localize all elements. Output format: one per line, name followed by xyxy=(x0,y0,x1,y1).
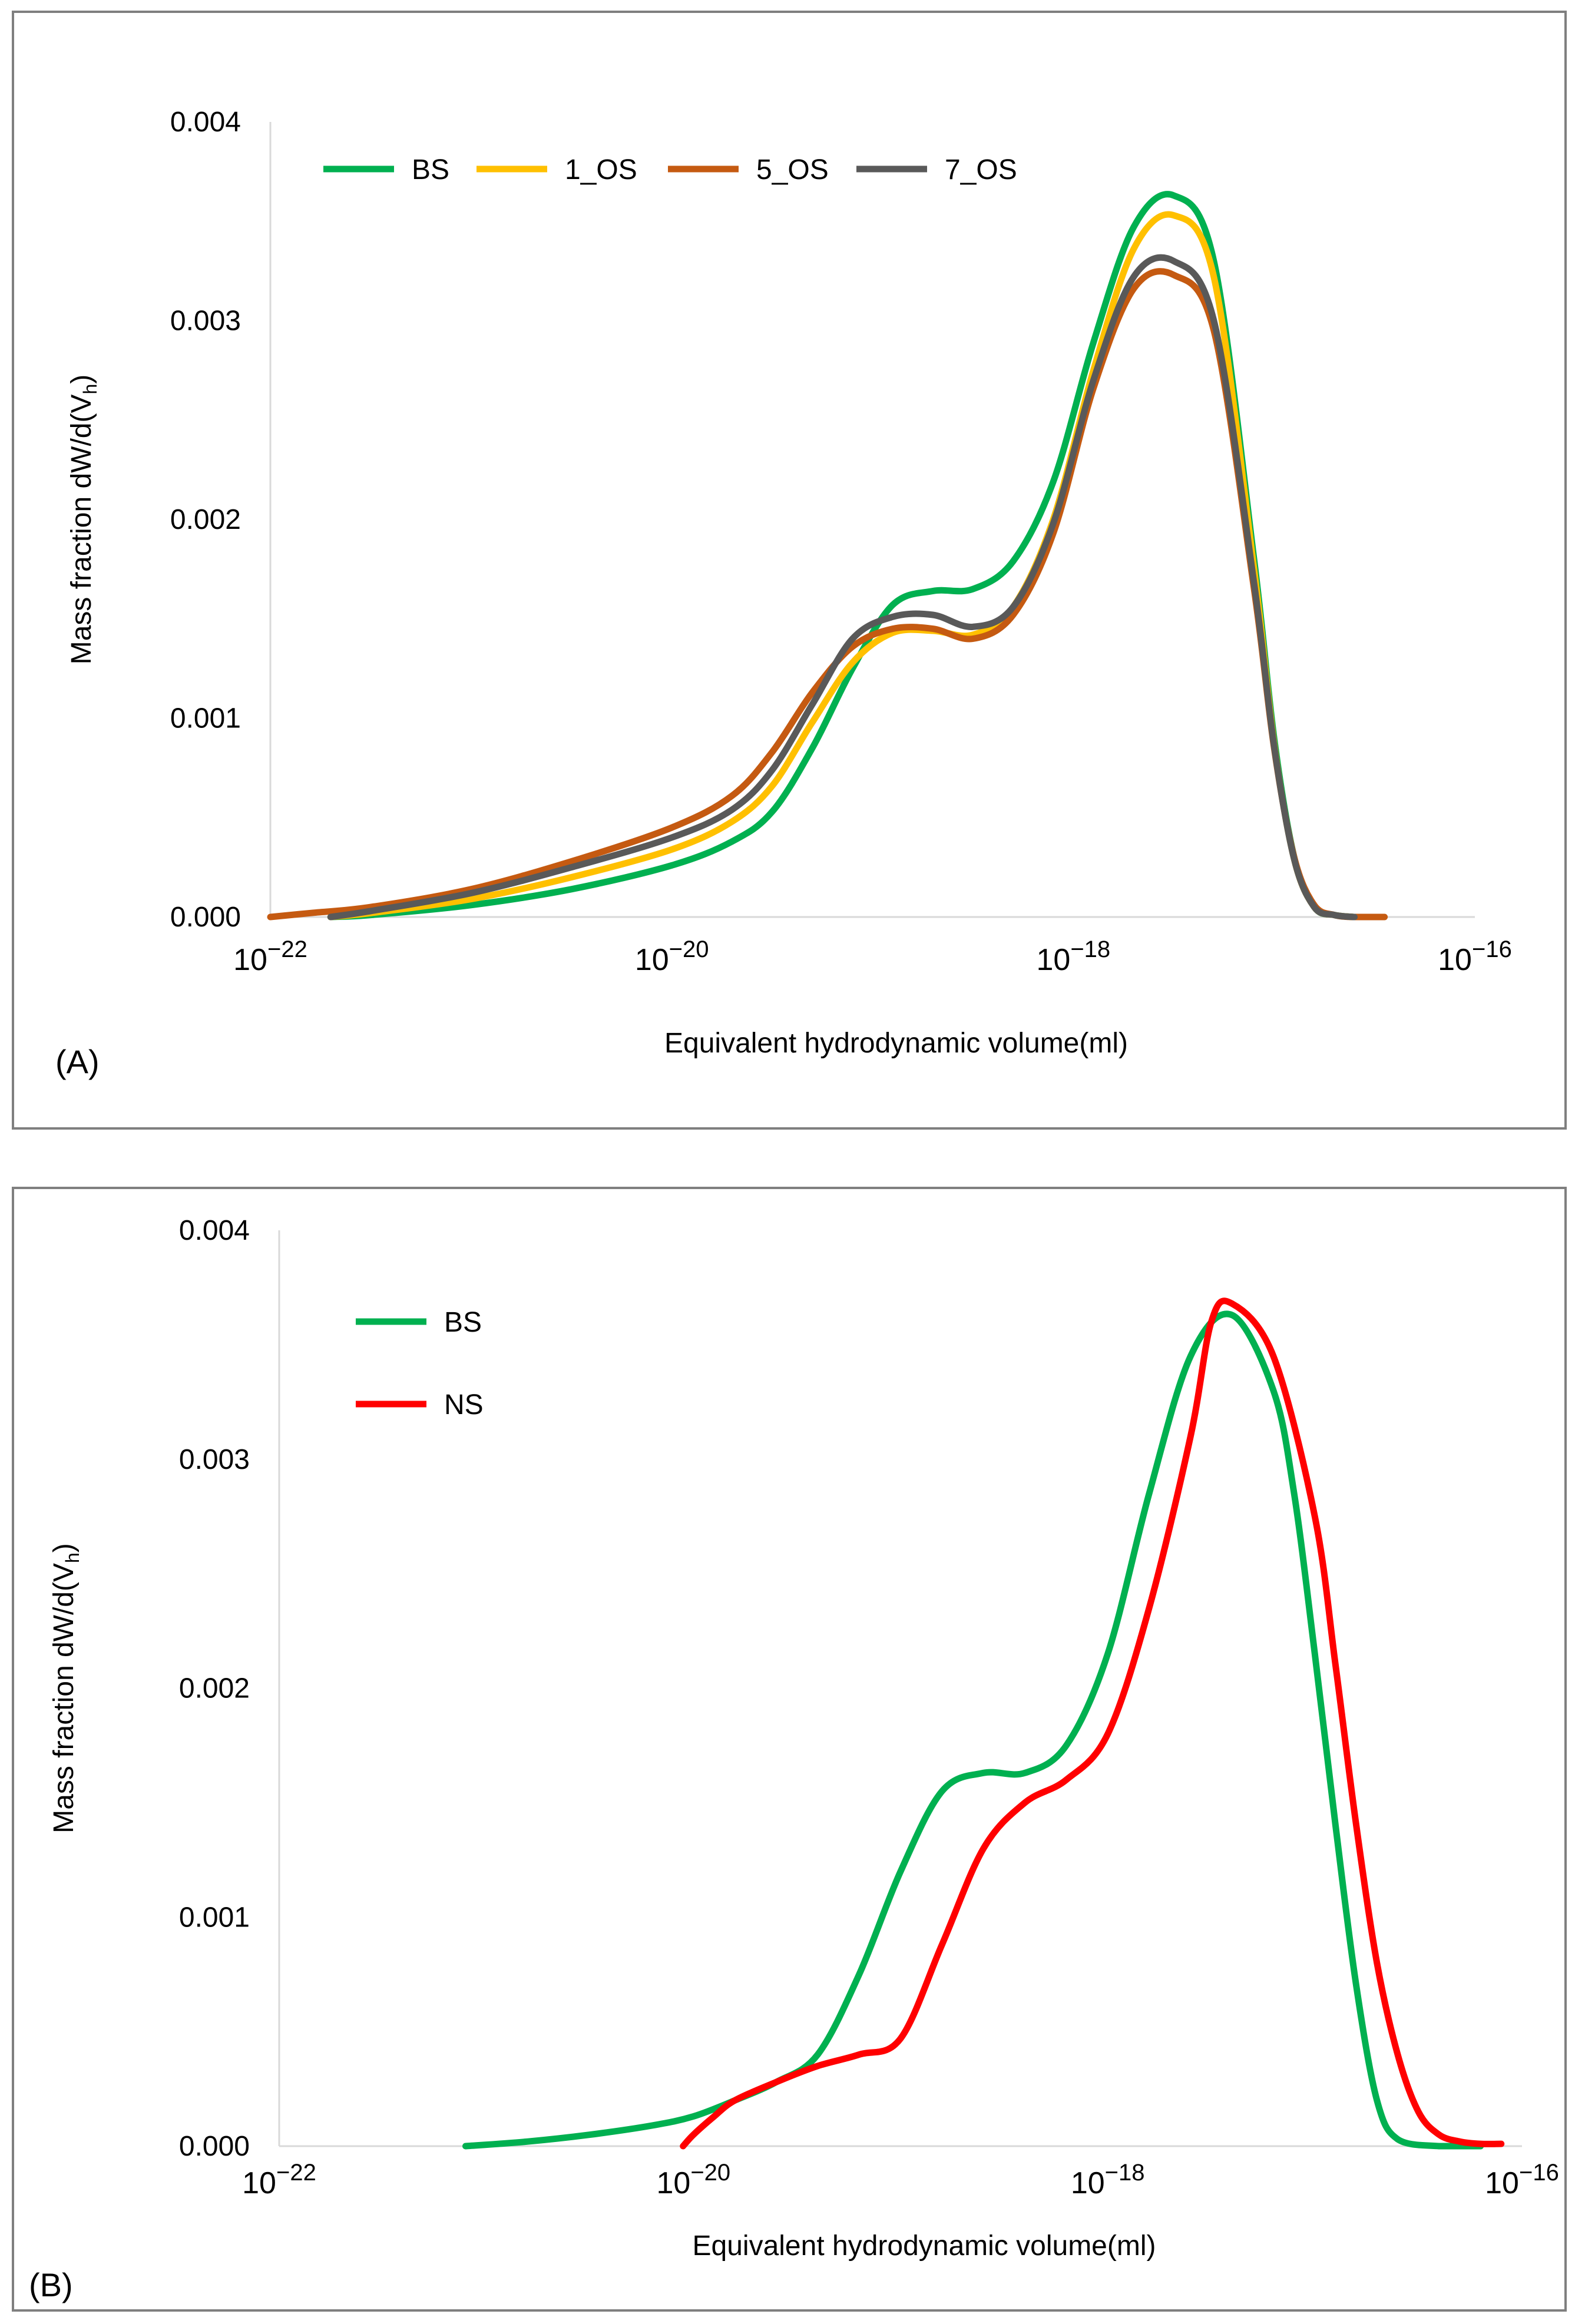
y-tick-label: 0.002 xyxy=(170,504,241,535)
y-tick-label: 0.000 xyxy=(170,902,241,933)
chart-panel-b: 0.000 0.001 0.002 0.003 0.004 10−22 10−20 10−18… xyxy=(12,1187,1567,2312)
x-tick-label: 10−16 xyxy=(1438,936,1512,977)
x-axis-title: Equivalent hydrodynamic volume(ml) xyxy=(693,2230,1156,2262)
y-axis-title: Mass fraction dW/d(Vh) xyxy=(48,1543,83,1833)
series-line-bs xyxy=(327,191,1358,921)
y-tick-label: 0.002 xyxy=(179,1673,250,1704)
x-axis-title: Equivalent hydrodynamic volume(ml) xyxy=(664,1028,1128,1059)
x-tick-label: 10−22 xyxy=(233,936,307,977)
legend-label: NS xyxy=(444,1389,484,1421)
legend-label: 7_OS xyxy=(945,154,1017,186)
legend-label: 5_OS xyxy=(756,154,829,186)
y-tick-label: 0.001 xyxy=(179,1902,250,1933)
legend-label: BS xyxy=(444,1307,482,1338)
y-axis-title: Mass fraction dW/d(Vh) xyxy=(66,375,101,665)
x-tick-label: 10−20 xyxy=(656,2160,730,2200)
y-tick-label: 0.003 xyxy=(179,1444,250,1475)
x-tick-label: 10−20 xyxy=(635,936,709,977)
chart-b-svg: 0.000 0.001 0.002 0.003 0.004 10−22 10−20 10−18… xyxy=(29,1215,1559,2303)
y-tick-label: 0.003 xyxy=(170,306,241,337)
y-tick-label: 0.000 xyxy=(179,2131,250,2162)
x-tick-label: 10−18 xyxy=(1036,936,1110,977)
series-line-ns xyxy=(680,1297,1505,2150)
y-tick-label: 0.004 xyxy=(170,107,241,138)
legend-label: 1_OS xyxy=(565,154,637,186)
panel-label: (B) xyxy=(29,2266,73,2303)
series-line-bs xyxy=(462,1310,1484,2150)
series-line-5-os xyxy=(267,268,1388,921)
chart-panel-a: 0.000 0.001 0.002 0.003 0.004 10−22 10−20 10−18… xyxy=(12,11,1567,1130)
x-tick-label: 10−16 xyxy=(1485,2160,1559,2200)
x-tick-label: 10−18 xyxy=(1071,2160,1145,2200)
legend-label: BS xyxy=(412,154,449,186)
y-tick-label: 0.001 xyxy=(170,703,241,734)
y-tick-label: 0.004 xyxy=(179,1215,250,1246)
panel-label: (A) xyxy=(55,1043,100,1080)
x-tick-label: 10−22 xyxy=(242,2160,316,2200)
series-line-7-os xyxy=(327,254,1358,921)
series-line-1-os xyxy=(327,211,1358,921)
chart-a-svg: 0.000 0.001 0.002 0.003 0.004 10−22 10−20 10−18… xyxy=(55,107,1512,1080)
